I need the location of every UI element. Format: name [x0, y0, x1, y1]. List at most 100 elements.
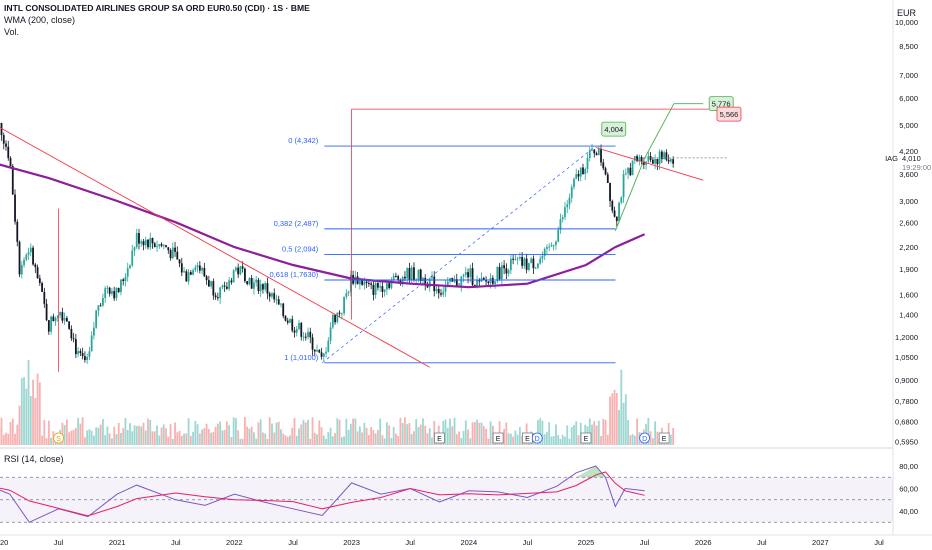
volume-bar: [649, 431, 652, 445]
candle-body: [507, 270, 510, 274]
candle-body: [63, 318, 66, 321]
volume-bar: [399, 417, 402, 445]
price-axis-tick: 8,500: [899, 42, 918, 51]
volume-bar: [467, 429, 469, 445]
volume-bar: [280, 429, 282, 445]
volume-bar: [349, 423, 352, 445]
volume-bar: [552, 436, 555, 445]
volume-bar: [140, 426, 143, 445]
volume-bar: [74, 428, 77, 445]
volume-bar: [151, 431, 154, 445]
volume-bar: [631, 434, 634, 445]
event-marker-circle: [639, 432, 650, 444]
volume-bar: [597, 420, 600, 445]
candle-body: [392, 275, 395, 281]
candle-body: [70, 328, 73, 339]
volume-bar: [480, 422, 483, 445]
volume-bar: [309, 438, 312, 445]
candle-body: [176, 251, 179, 260]
volume-bar: [18, 405, 21, 445]
price-axis-tick: 5,000: [899, 121, 918, 130]
candle-body: [41, 283, 43, 292]
volume-bar: [516, 434, 519, 445]
volume-bar: [23, 377, 25, 445]
volume-bar: [404, 417, 406, 445]
volume-bar: [138, 425, 140, 445]
volume-bar: [83, 437, 86, 445]
candle-body: [309, 331, 312, 338]
volume-bar: [383, 438, 386, 445]
volume-bar: [386, 422, 388, 445]
candle-body: [47, 320, 50, 332]
currency-label: EUR: [897, 8, 917, 18]
volume-bar: [248, 428, 251, 445]
candle-body: [237, 267, 240, 275]
volume-bar: [451, 426, 454, 445]
event-marker-box: [658, 432, 670, 444]
candle-body: [627, 167, 629, 174]
candle-body: [491, 277, 494, 284]
volume-bar: [363, 422, 366, 445]
volume-bar: [205, 423, 208, 445]
candle-body: [61, 312, 64, 321]
price-axis-tick: 3,000: [899, 197, 918, 206]
volume-bar: [194, 421, 197, 445]
rsi-axis-tick: 60,00: [899, 485, 918, 494]
symbol-title[interactable]: INTL CONSOLIDATED AIRLINES GROUP SA ORD …: [4, 3, 310, 13]
wma-legend[interactable]: WMA (200, close): [4, 15, 76, 25]
volume-bar: [50, 437, 52, 445]
candle-body: [248, 277, 251, 285]
volume-bar: [14, 433, 16, 445]
candle-body: [277, 299, 280, 305]
volume-bar: [207, 429, 210, 445]
candle-body: [144, 239, 147, 246]
candle-body: [437, 288, 440, 294]
time-axis-tick: Jul: [523, 538, 533, 547]
time-axis-tick: 2020: [0, 538, 8, 547]
candle-body: [196, 265, 199, 268]
candle-body: [124, 276, 127, 282]
candle-body: [52, 316, 55, 322]
volume-bar: [183, 433, 185, 445]
volume-bar: [620, 369, 623, 445]
candle-body: [498, 267, 501, 280]
candle-body: [79, 351, 82, 354]
volume-legend[interactable]: Vol.: [4, 27, 20, 37]
rsi-legend[interactable]: RSI (14, close): [4, 454, 64, 464]
candle-body: [471, 268, 474, 285]
candle-body: [431, 276, 433, 279]
resistance-label-box: [716, 106, 742, 122]
candle-body: [374, 283, 377, 295]
volume-bar: [444, 419, 447, 445]
candle-body: [656, 158, 659, 165]
volume-bar: [88, 429, 91, 445]
volume-bar: [548, 422, 551, 445]
volume-bar: [636, 418, 638, 445]
candle-body: [257, 279, 260, 292]
volume-bar: [86, 430, 89, 445]
candle-body: [591, 149, 593, 151]
volume-bar: [464, 420, 467, 445]
volume-bar: [257, 422, 260, 445]
candle-body: [349, 274, 352, 292]
volume-bar: [503, 428, 506, 445]
candle-body: [570, 186, 573, 198]
volume-bar: [266, 438, 269, 445]
volume-bar: [602, 418, 605, 445]
candle-body: [347, 291, 350, 294]
volume-bar: [203, 428, 206, 445]
volume-bar: [117, 422, 120, 445]
volume-bar: [9, 421, 12, 445]
volume-bar: [298, 428, 300, 445]
candle-body: [390, 280, 393, 288]
candle-body: [302, 336, 305, 338]
candle-body: [329, 327, 332, 341]
volume-bar: [591, 424, 593, 445]
candle-body: [271, 293, 273, 297]
candle-body: [178, 259, 181, 264]
candle-body: [669, 159, 672, 162]
candle-body: [262, 284, 264, 290]
volume-bar: [343, 436, 345, 445]
price-axis-tick: 0,9000: [895, 376, 918, 385]
